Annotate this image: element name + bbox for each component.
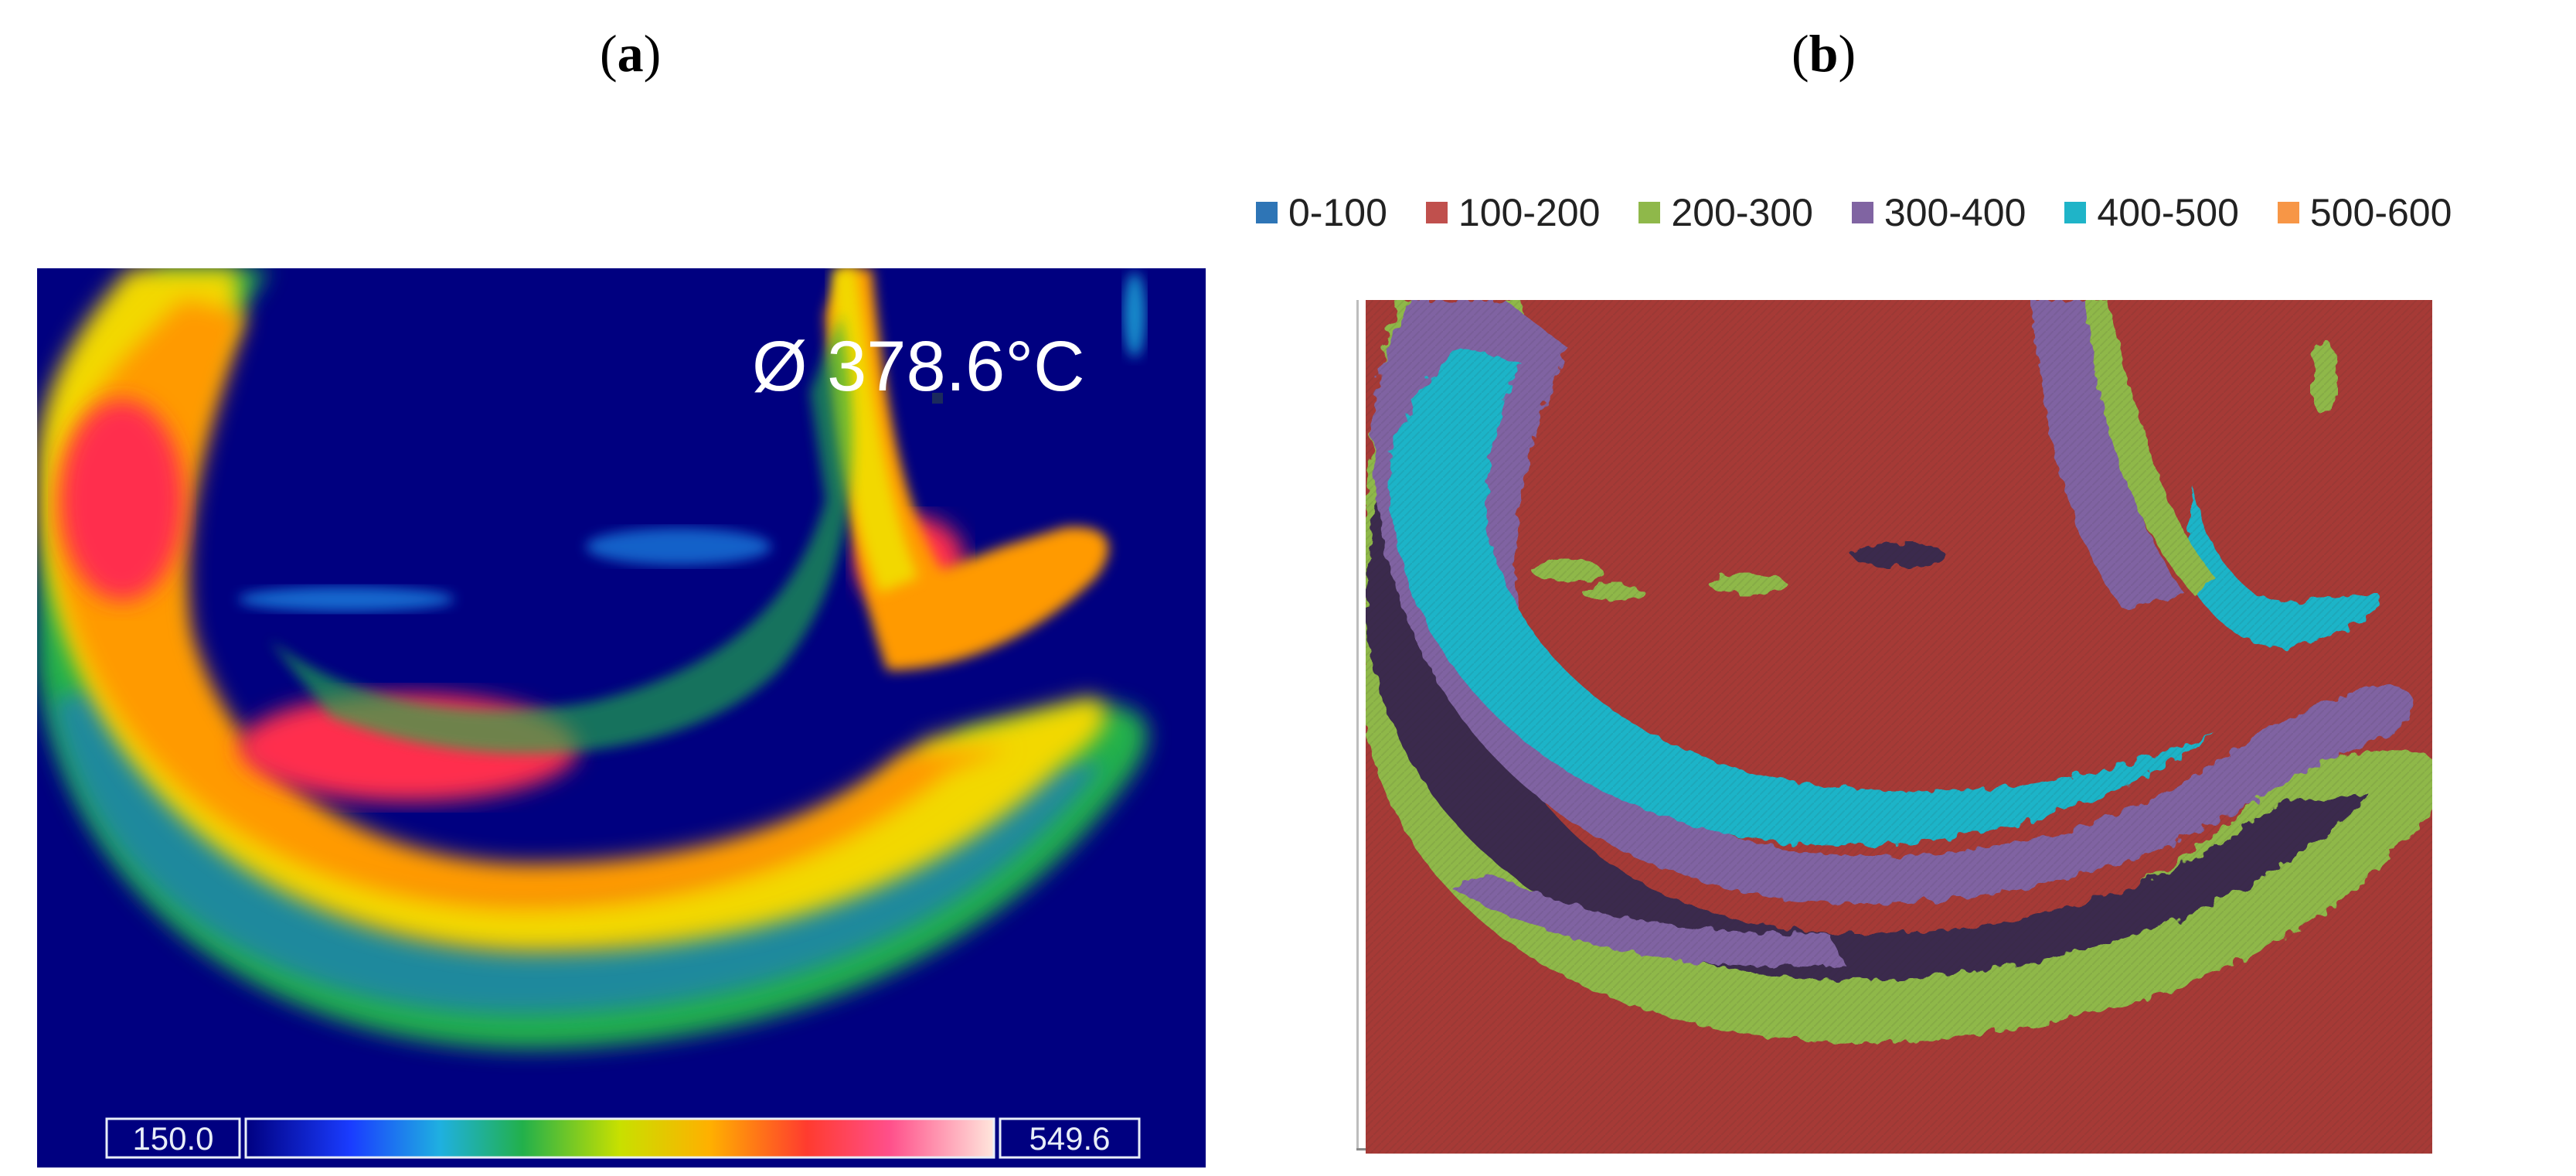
legend-item: 200-300 — [1638, 190, 1813, 235]
legend-swatch — [1638, 202, 1661, 223]
scale-min-box — [105, 1117, 241, 1159]
legend-item: 500-600 — [2277, 190, 2452, 235]
scale-gradient-bar — [244, 1117, 995, 1159]
scale-max-box — [999, 1117, 1141, 1159]
panel-b-label-letter: b — [1809, 24, 1839, 83]
thermal-band-yellow — [37, 268, 1107, 953]
thermal-band-blue — [53, 670, 1104, 1015]
thermal-band-orange — [53, 299, 1011, 910]
thermal-image: Ø 378.6°C 150.0 549.6 — [37, 268, 1206, 1167]
legend-swatch — [2064, 202, 2087, 223]
legend-swatch — [1256, 202, 1278, 223]
panel-b-label: (b) — [1792, 23, 1856, 84]
y-axis-line — [1356, 300, 1359, 1150]
scale-min-label: 150.0 — [132, 1120, 213, 1157]
panel-a-label: (a) — [600, 23, 661, 84]
thermal-inner-ring — [269, 315, 852, 754]
thermal-streak-1 — [238, 587, 454, 612]
legend-label: 0-100 — [1288, 191, 1387, 234]
axis-tick — [1356, 1148, 1367, 1150]
legend: 0-100 100-200 200-300 300-400 400-500 500-600 — [1256, 186, 2490, 240]
legend-label: 400-500 — [2097, 191, 2239, 234]
measurement-cursor-icon — [932, 393, 943, 404]
thermal-right-arm-yellow — [833, 268, 918, 593]
thermal-streak-3 — [1124, 272, 1145, 357]
panel-b-label-close: ) — [1838, 24, 1856, 83]
panel-a-label-close: ) — [643, 24, 662, 83]
legend-label: 100-200 — [1458, 191, 1601, 234]
panel-a-label-letter: a — [617, 24, 644, 83]
legend-label: 200-300 — [1671, 191, 1813, 234]
thermal-streak-2 — [586, 528, 771, 565]
thermal-hotspot-left — [60, 400, 184, 601]
thermal-readout: Ø 378.6°C — [752, 327, 1085, 406]
panel-b-label-open: ( — [1792, 24, 1809, 83]
scale-max-label: 549.6 — [1029, 1120, 1110, 1157]
legend-swatch — [2277, 202, 2299, 223]
legend-item: 0-100 — [1256, 190, 1387, 235]
legend-item: 300-400 — [1851, 190, 2026, 235]
legend-label: 500-600 — [2309, 191, 2452, 234]
map-texture — [1366, 300, 2432, 1154]
legend-swatch — [1851, 202, 1873, 223]
legend-item: 100-200 — [1425, 190, 1601, 235]
classified-temperature-map — [1366, 300, 2432, 1154]
legend-item: 400-500 — [2064, 190, 2239, 235]
legend-swatch — [1425, 202, 1448, 223]
legend-label: 300-400 — [1884, 191, 2026, 234]
panel-a-label-open: ( — [600, 24, 618, 83]
